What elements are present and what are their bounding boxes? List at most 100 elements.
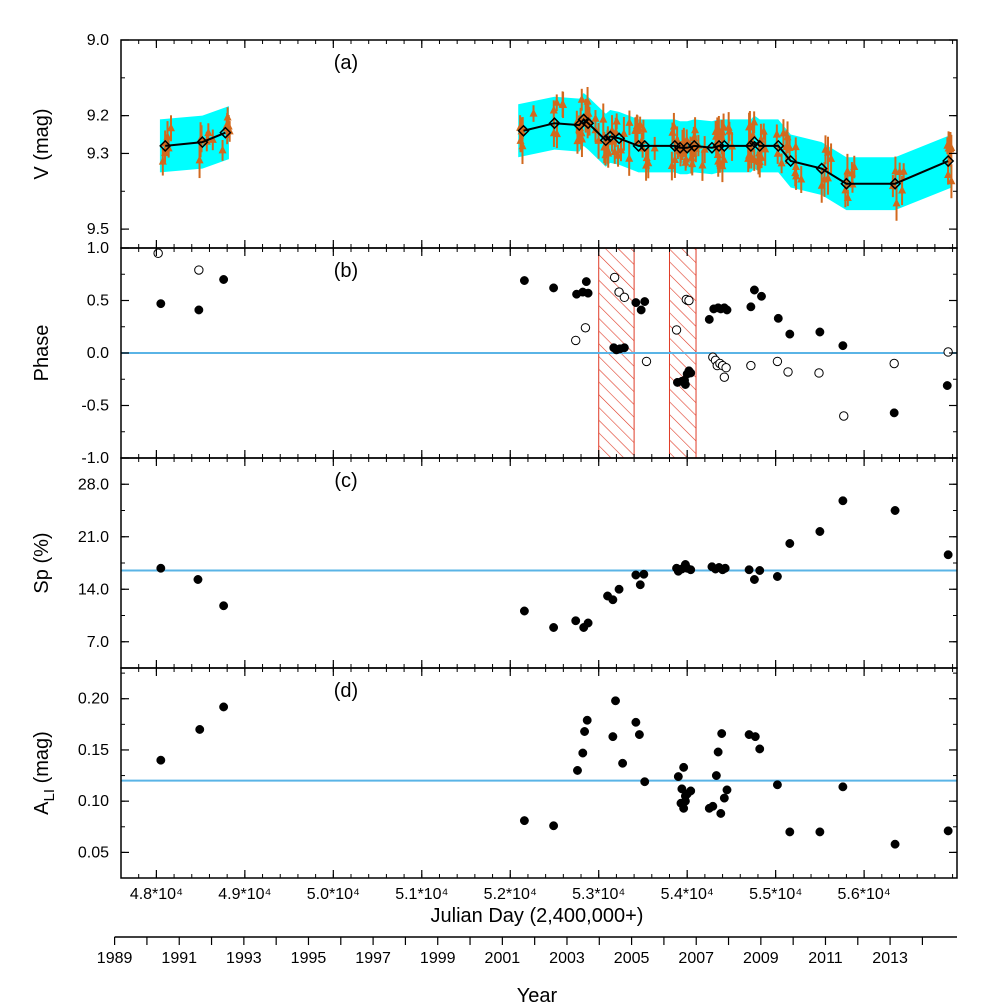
- y-tick-label: 0.05: [78, 844, 109, 861]
- observation-point: [748, 130, 757, 139]
- filled-data-point: [838, 782, 848, 792]
- filled-data-point: [757, 291, 766, 301]
- filled-data-point: [838, 341, 848, 351]
- panel-a-plot-area: [158, 86, 956, 221]
- filled-data-point: [890, 506, 900, 515]
- y-tick-label: 0.20: [78, 691, 109, 708]
- observation-point: [610, 147, 619, 156]
- seasonal-mean-marker: [219, 126, 232, 139]
- seasonal-mean-line: [165, 131, 226, 147]
- filled-data-point: [636, 305, 646, 315]
- open-data-point: [571, 335, 581, 346]
- seasonal-mean-marker: [748, 136, 761, 149]
- year-tick-label: 2011: [808, 950, 843, 967]
- observation-point: [636, 120, 645, 129]
- observation-point: [944, 169, 953, 178]
- seasonal-mean-marker: [159, 139, 172, 152]
- y-tick-label: 0.5: [87, 293, 109, 310]
- open-data-point: [746, 360, 756, 371]
- observation-point: [753, 155, 762, 164]
- x-tick-label: 5.6*10⁴: [838, 886, 891, 903]
- filled-data-point: [549, 821, 559, 831]
- y-axis-title: V (mag): [31, 108, 53, 179]
- open-data-point: [721, 363, 731, 373]
- filled-data-point: [719, 793, 729, 803]
- observation-point: [892, 198, 901, 207]
- observation-point: [698, 160, 707, 169]
- observation-point: [611, 127, 620, 136]
- filled-data-point: [194, 305, 204, 315]
- panel-b-phase: 1.0 0.5 0.0 -0.5 -1.0 (b) Phase: [31, 240, 958, 467]
- observation-point: [719, 122, 728, 131]
- filled-data-point: [219, 275, 229, 284]
- observation-point: [612, 116, 621, 125]
- y-axis-title-sub: LI: [41, 789, 58, 802]
- filled-data-point: [582, 715, 592, 725]
- observation-point: [773, 148, 782, 157]
- filled-data-point: [618, 758, 628, 768]
- observation-point: [670, 155, 679, 164]
- filled-data-point: [720, 563, 730, 573]
- observation-point: [772, 129, 781, 138]
- filled-data-point: [815, 527, 825, 536]
- filled-data-point: [785, 539, 795, 548]
- filled-data-point: [749, 285, 759, 295]
- filled-data-point: [673, 772, 683, 782]
- filled-data-point: [631, 298, 641, 308]
- observation-point: [639, 124, 648, 133]
- filled-data-point: [639, 569, 649, 579]
- seasonal-mean-marker: [613, 132, 626, 145]
- observation-point: [947, 176, 956, 185]
- filled-data-point: [608, 595, 618, 605]
- filled-data-point: [631, 717, 641, 727]
- open-data-point: [943, 347, 953, 357]
- observation-point: [619, 128, 628, 137]
- observation-point: [779, 128, 788, 137]
- x-tick-label: 5.4*10⁴: [661, 886, 714, 903]
- year-tick-label: 1989: [97, 950, 133, 967]
- year-tick-label: 1999: [420, 950, 456, 967]
- panel-tag: (c): [334, 470, 357, 492]
- seasonal-mean-marker: [712, 139, 726, 152]
- open-data-point: [641, 356, 652, 367]
- filled-data-point: [815, 327, 825, 337]
- observation-point: [529, 108, 538, 117]
- seasonal-mean-marker: [718, 139, 731, 152]
- y-tick-label: 7.0: [87, 634, 109, 651]
- filled-data-point: [619, 343, 629, 353]
- observation-point: [632, 125, 641, 134]
- y-tick-label: 1.0: [87, 240, 109, 257]
- x-tick-label: 5.5*10⁴: [749, 886, 802, 903]
- y-axis-title: Sp (%): [31, 532, 53, 593]
- filled-data-point: [942, 381, 952, 390]
- observation-point: [163, 131, 172, 140]
- seasonal-mean-marker: [599, 134, 612, 147]
- y-tick-label: 9.0: [87, 32, 109, 49]
- year-tick-label: 1997: [355, 950, 391, 967]
- uncertainty-band: [518, 92, 952, 211]
- open-data-point: [814, 368, 824, 378]
- year-tick-label: 2009: [743, 950, 779, 967]
- filled-data-point: [680, 791, 690, 801]
- filled-data-point: [195, 725, 205, 734]
- year-tick-label: 1991: [161, 950, 197, 967]
- filled-data-point: [219, 702, 229, 712]
- y-axis-title-main: A: [31, 801, 53, 815]
- filled-data-point: [549, 623, 559, 632]
- filled-data-point: [750, 732, 760, 742]
- filled-data-point: [943, 550, 953, 560]
- year-tick-label: 2005: [614, 950, 650, 967]
- filled-data-point: [580, 727, 590, 736]
- panel-tag: (b): [334, 260, 358, 282]
- open-data-point: [194, 265, 204, 275]
- y-tick-label: 0.15: [78, 742, 109, 759]
- filled-data-point: [772, 572, 782, 581]
- observation-point: [791, 168, 800, 177]
- observation-point: [820, 174, 829, 183]
- filled-data-point: [838, 496, 848, 506]
- observation-point: [559, 100, 568, 109]
- filled-data-point: [581, 277, 591, 287]
- filled-data-point: [193, 575, 203, 584]
- panel-tag: (d): [334, 680, 358, 702]
